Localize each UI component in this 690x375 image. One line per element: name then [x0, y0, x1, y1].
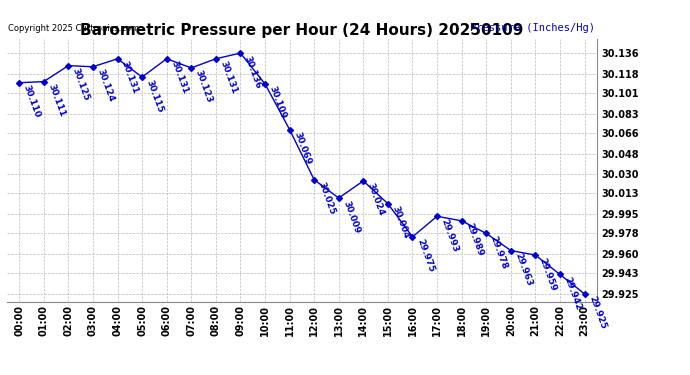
Text: 30.025: 30.025 — [317, 181, 337, 216]
Text: 29.959: 29.959 — [538, 256, 558, 292]
Text: 29.975: 29.975 — [415, 238, 435, 274]
Text: Pressure (Inches/Hg): Pressure (Inches/Hg) — [470, 23, 595, 33]
Text: 30.111: 30.111 — [46, 83, 66, 118]
Text: 29.925: 29.925 — [587, 295, 607, 331]
Text: 30.124: 30.124 — [95, 68, 116, 104]
Text: 29.978: 29.978 — [489, 234, 509, 270]
Text: 30.136: 30.136 — [243, 54, 263, 90]
Text: 30.009: 30.009 — [341, 199, 362, 234]
Text: 29.942: 29.942 — [562, 276, 583, 312]
Text: Copyright 2025 Curtronics.com: Copyright 2025 Curtronics.com — [8, 24, 139, 33]
Text: 29.963: 29.963 — [513, 252, 533, 288]
Text: 30.131: 30.131 — [120, 60, 140, 95]
Text: 30.004: 30.004 — [391, 205, 411, 240]
Text: 30.109: 30.109 — [268, 85, 288, 120]
Text: 30.069: 30.069 — [292, 130, 313, 166]
Text: 30.131: 30.131 — [218, 60, 239, 95]
Text: 30.123: 30.123 — [194, 69, 214, 105]
Text: 30.110: 30.110 — [21, 84, 42, 119]
Title: Barometric Pressure per Hour (24 Hours) 20250109: Barometric Pressure per Hour (24 Hours) … — [80, 23, 524, 38]
Text: 30.131: 30.131 — [169, 60, 189, 95]
Text: 30.024: 30.024 — [366, 182, 386, 218]
Text: 30.125: 30.125 — [71, 67, 91, 102]
Text: 30.115: 30.115 — [145, 78, 165, 114]
Text: 29.993: 29.993 — [440, 217, 460, 254]
Text: 29.989: 29.989 — [464, 222, 484, 258]
